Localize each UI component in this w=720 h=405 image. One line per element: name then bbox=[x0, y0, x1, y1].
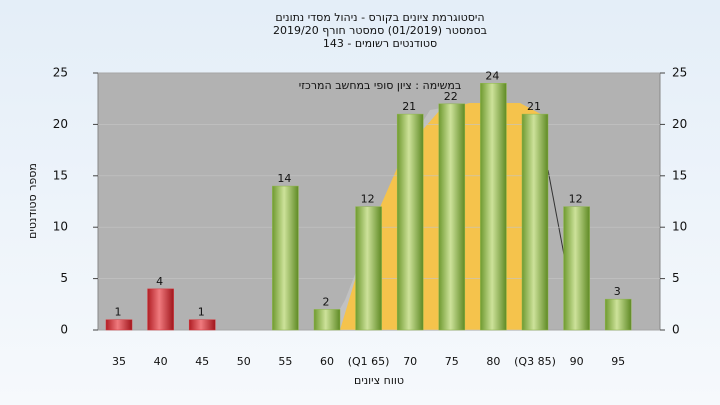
x-tick-label: 70 bbox=[403, 355, 417, 368]
title-block: היסטוגרמת ציונים בקורס - ניהול מסדי נתונ… bbox=[273, 11, 487, 50]
bar bbox=[147, 288, 174, 331]
data-label: 1 bbox=[198, 306, 205, 319]
x-axis-label: טווח ציונים bbox=[354, 374, 404, 387]
data-label: 14 bbox=[277, 172, 291, 185]
bar bbox=[313, 309, 341, 331]
bar bbox=[563, 206, 590, 331]
bar bbox=[396, 113, 424, 331]
chart-title: היסטוגרמת ציונים בקורס - ניהול מסדי נתונ… bbox=[275, 11, 484, 24]
chart-title: סטודנטים רשומים - 143 bbox=[323, 37, 437, 50]
x-tick-label: (Q3 85) bbox=[514, 355, 556, 368]
distribution-line bbox=[547, 169, 566, 261]
x-tick-label: 90 bbox=[570, 355, 584, 368]
data-label: 22 bbox=[444, 90, 458, 103]
data-label: 21 bbox=[402, 100, 416, 113]
y2-tick-label: 20 bbox=[672, 117, 687, 131]
data-label: 24 bbox=[485, 69, 499, 82]
x-tick-label: 80 bbox=[486, 355, 500, 368]
x-tick-label: 55 bbox=[278, 355, 292, 368]
data-label: 3 bbox=[614, 285, 621, 298]
y2-tick-label: 5 bbox=[672, 271, 680, 285]
y-tick-label: 15 bbox=[53, 168, 68, 182]
bar bbox=[604, 298, 632, 331]
chart-title: בסמסטר (01/2019) סמסטר חורף 2019/20 bbox=[273, 24, 487, 37]
y-axis-label: מספר סטודנטים bbox=[26, 163, 39, 239]
legend-text: במשימה : ציון סופי במחשב המרכזי bbox=[299, 79, 462, 92]
x-tick-label: 45 bbox=[195, 355, 209, 368]
bar bbox=[272, 185, 299, 331]
data-label: 4 bbox=[156, 275, 163, 288]
y2-tick-label: 25 bbox=[672, 66, 687, 80]
y-tick-label: 10 bbox=[53, 220, 68, 234]
x-tick-label: 40 bbox=[154, 355, 168, 368]
data-label: 12 bbox=[361, 193, 375, 206]
data-label: 2 bbox=[323, 295, 330, 308]
bar bbox=[438, 103, 466, 331]
y-tick-label: 0 bbox=[60, 323, 68, 337]
y2-tick-label: 10 bbox=[672, 220, 687, 234]
x-tick-label: 75 bbox=[445, 355, 459, 368]
y-tick-label: 20 bbox=[53, 117, 68, 131]
x-tick-label: 60 bbox=[320, 355, 334, 368]
x-tick-label: 95 bbox=[611, 355, 625, 368]
y-tick-label: 25 bbox=[53, 66, 68, 80]
bar bbox=[355, 206, 382, 331]
data-label: 1 bbox=[115, 306, 122, 319]
x-tick-label: 35 bbox=[112, 355, 126, 368]
bar bbox=[521, 113, 549, 331]
bar bbox=[480, 83, 507, 331]
data-label: 21 bbox=[527, 100, 541, 113]
x-tick-label: (Q1 65) bbox=[348, 355, 390, 368]
data-label: 12 bbox=[569, 193, 583, 206]
y2-tick-label: 15 bbox=[672, 168, 687, 182]
x-tick-label: 50 bbox=[237, 355, 251, 368]
y2-tick-label: 0 bbox=[672, 323, 680, 337]
bar bbox=[188, 319, 216, 331]
y-tick-label: 5 bbox=[60, 271, 68, 285]
bar bbox=[105, 319, 133, 331]
